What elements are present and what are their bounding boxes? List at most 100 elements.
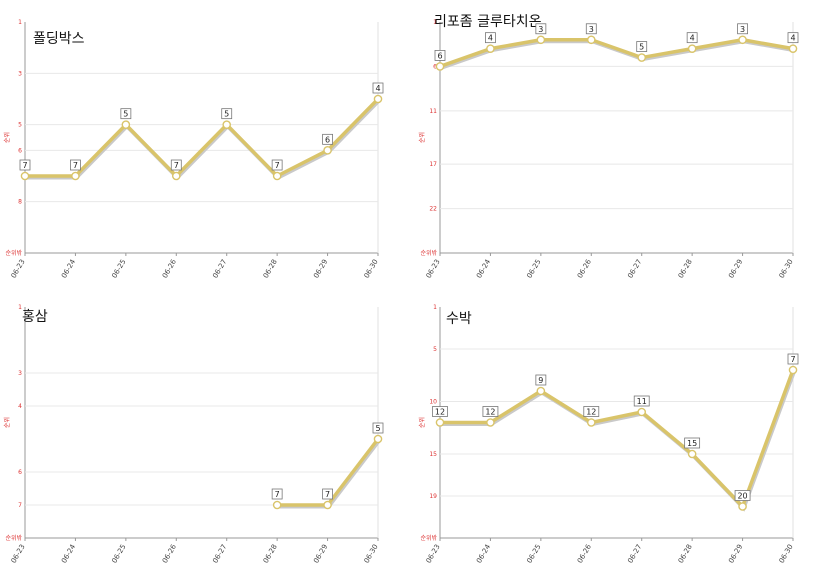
x-tick-label: 06-29: [727, 258, 744, 280]
y-tick-label: 19: [429, 493, 437, 500]
chart-title: 홍삼: [22, 309, 48, 325]
data-point: [536, 386, 546, 396]
x-tick-label: 06-24: [60, 543, 77, 565]
data-point: [373, 434, 383, 444]
data-label-box: [636, 41, 648, 52]
x-tick-label: 06-25: [110, 543, 127, 565]
y-bottom-label: 순위밖: [420, 534, 437, 542]
x-tick-label: 06-25: [110, 258, 127, 280]
y-tick-label: 5: [433, 346, 437, 353]
data-label-box: [322, 133, 333, 145]
data-point: [637, 407, 647, 417]
x-tick-label: 06-26: [576, 258, 593, 280]
data-label: 12: [485, 408, 495, 417]
x-tick-label: 06-27: [211, 258, 228, 280]
data-label-box: [434, 50, 446, 61]
data-label: 9: [538, 376, 543, 385]
x-tick-label: 06-24: [475, 543, 492, 565]
data-label: 12: [435, 408, 445, 417]
y-tick-label: 6: [18, 469, 22, 476]
x-tick-label: 06-25: [525, 543, 542, 565]
x-tick-label: 06-23: [425, 543, 442, 565]
x-tick-label: 06-24: [475, 258, 492, 280]
y-tick-label: 1: [433, 19, 437, 26]
data-point: [637, 53, 647, 62]
x-tick-label: 06-23: [425, 258, 442, 280]
data-point: [586, 418, 596, 427]
data-label: 7: [22, 161, 27, 170]
chart-title: 리포좀 글루타치온: [434, 14, 542, 30]
series-line: [25, 97, 380, 178]
data-point: [738, 35, 747, 45]
x-tick-label: 06-29: [727, 543, 744, 565]
data-label-box: [485, 32, 496, 44]
data-label: 15: [687, 439, 697, 448]
data-point: [373, 94, 383, 104]
data-label: 6: [325, 135, 330, 144]
data-label: 4: [488, 34, 493, 43]
data-point: [788, 365, 798, 375]
data-point: [20, 171, 30, 181]
data-label: 3: [589, 25, 594, 34]
data-label-box: [271, 159, 283, 171]
data-label-box: [170, 159, 182, 171]
x-tick-label: 06-23: [10, 258, 27, 280]
data-label-box: [585, 23, 597, 35]
data-label: 3: [538, 25, 543, 34]
y-tick-label: 1: [18, 19, 22, 26]
data-label-box: [787, 32, 799, 44]
data-label: 12: [586, 408, 596, 417]
series-line-shadow: [440, 39, 795, 70]
data-label: 4: [690, 34, 695, 43]
data-label: 4: [790, 34, 795, 43]
data-label-box: [19, 159, 31, 171]
x-tick-label: 06-26: [576, 543, 593, 565]
data-label: 7: [790, 355, 795, 364]
chart-panel-3: 1 3 4 6 7 순위밖 순위 06-23 06-24 06-25 06-26 06-27 06-28…: [3, 304, 384, 565]
data-point: [687, 449, 697, 459]
y-tick-label: 3: [18, 70, 22, 77]
data-label-box: [221, 108, 233, 120]
x-tick-label: 06-30: [778, 543, 795, 565]
data-label-box: [535, 374, 547, 386]
data-point: [121, 120, 131, 129]
data-point: [71, 171, 80, 181]
chart-title: 폴딩박스: [33, 31, 85, 47]
x-tick-label: 06-29: [312, 543, 329, 565]
data-label: 7: [73, 161, 78, 170]
data-label: 5: [375, 424, 380, 433]
data-point: [171, 171, 181, 181]
data-label: 7: [325, 490, 330, 499]
data-label: 20: [737, 492, 747, 501]
data-point: [222, 120, 232, 129]
data-point: [435, 62, 445, 71]
data-label: 4: [375, 84, 380, 93]
y-axis-label: 순위: [418, 132, 426, 143]
series-line: [439, 38, 794, 69]
data-point: [435, 418, 445, 427]
y-axis-label: 순위: [3, 417, 11, 428]
y-tick-label: 5: [18, 122, 22, 129]
x-tick-label: 06-29: [312, 258, 329, 280]
y-bottom-label: 순위밖: [5, 534, 22, 542]
y-tick-label: 1: [433, 304, 437, 311]
chart-panel-1: 1 3 5 6 8 순위밖 순위 06-23 06-24 06-25 06-26 06-27 06-28…: [3, 19, 384, 280]
data-label: 5: [639, 43, 644, 52]
y-axis-label: 순위: [3, 132, 11, 143]
x-tick-label: 06-26: [161, 543, 178, 565]
y-tick-label: 6: [433, 63, 437, 70]
data-point: [536, 35, 546, 45]
x-tick-label: 06-30: [363, 543, 380, 565]
data-label-box: [737, 23, 748, 35]
x-tick-label: 06-28: [262, 258, 279, 280]
series-line: [440, 369, 795, 509]
x-tick-label: 06-28: [677, 258, 694, 280]
chart-panel-2: 1 6 11 17 22 순위밖 순위 06-23 06-24 06-25 06-26 06-27 06…: [418, 14, 799, 280]
data-label-box: [120, 108, 132, 120]
data-point: [486, 44, 495, 53]
x-tick-label: 06-30: [778, 258, 795, 280]
data-point: [272, 500, 282, 510]
y-tick-label: 10: [429, 399, 437, 406]
